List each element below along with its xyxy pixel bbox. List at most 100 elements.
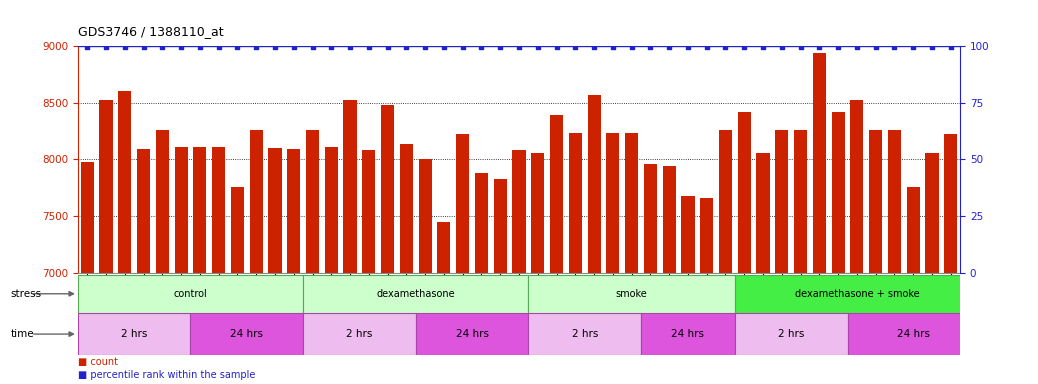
Bar	[418, 159, 432, 384]
Point	[116, 44, 133, 50]
Point	[829, 44, 846, 50]
Bar	[474, 173, 488, 384]
Point	[886, 44, 903, 50]
Point	[773, 44, 790, 50]
Bar	[437, 222, 450, 384]
Bar	[306, 130, 319, 384]
Point	[924, 44, 940, 50]
Bar	[81, 162, 93, 384]
Point	[304, 44, 321, 50]
Bar	[794, 130, 808, 384]
Bar	[362, 150, 376, 384]
Point	[135, 44, 152, 50]
Text: dexamethasone + smoke: dexamethasone + smoke	[795, 289, 920, 299]
Point	[548, 44, 565, 50]
Point	[267, 44, 283, 50]
Point	[379, 44, 395, 50]
Point	[624, 44, 640, 50]
Text: control: control	[173, 289, 208, 299]
Bar	[847, 313, 979, 355]
Text: stress: stress	[10, 289, 42, 299]
Point	[868, 44, 884, 50]
Bar	[869, 130, 882, 384]
Point	[154, 44, 170, 50]
Bar	[494, 179, 507, 384]
Point	[661, 44, 678, 50]
Point	[398, 44, 414, 50]
Point	[811, 44, 827, 50]
Bar	[569, 133, 582, 384]
Bar	[528, 313, 641, 355]
Bar	[850, 101, 864, 384]
Bar	[191, 313, 303, 355]
Bar	[813, 53, 826, 384]
Text: 24 hrs: 24 hrs	[672, 329, 705, 339]
Bar	[926, 152, 938, 384]
Point	[680, 44, 696, 50]
Bar	[531, 152, 544, 384]
Point	[736, 44, 753, 50]
Bar	[381, 105, 394, 384]
Text: 2 hrs: 2 hrs	[778, 329, 804, 339]
Bar	[606, 133, 620, 384]
Point	[529, 44, 546, 50]
Point	[192, 44, 209, 50]
Bar	[400, 144, 413, 384]
Bar	[212, 147, 225, 384]
Bar	[78, 313, 191, 355]
Bar	[344, 101, 357, 384]
Bar	[588, 95, 601, 384]
Point	[792, 44, 809, 50]
Point	[229, 44, 246, 50]
Bar	[945, 134, 957, 384]
Point	[604, 44, 621, 50]
Bar	[644, 164, 657, 384]
Bar	[118, 91, 132, 384]
Bar	[249, 130, 263, 384]
Point	[455, 44, 471, 50]
Point	[585, 44, 602, 50]
Bar	[662, 166, 676, 384]
Point	[511, 44, 527, 50]
Bar	[78, 275, 303, 313]
Text: 2 hrs: 2 hrs	[572, 329, 598, 339]
Bar	[513, 150, 525, 384]
Bar	[137, 149, 151, 384]
Point	[943, 44, 959, 50]
Text: time: time	[10, 329, 34, 339]
Point	[323, 44, 339, 50]
Bar	[550, 115, 563, 384]
Point	[567, 44, 583, 50]
Point	[248, 44, 265, 50]
Text: GDS3746 / 1388110_at: GDS3746 / 1388110_at	[78, 25, 223, 38]
Point	[755, 44, 771, 50]
Bar	[831, 112, 845, 384]
Point	[849, 44, 866, 50]
Bar	[681, 195, 694, 384]
Text: 2 hrs: 2 hrs	[121, 329, 147, 339]
Point	[285, 44, 302, 50]
Bar	[193, 147, 207, 384]
Point	[79, 44, 95, 50]
Bar	[325, 147, 337, 384]
Bar	[775, 130, 789, 384]
Bar	[528, 275, 735, 313]
Bar	[269, 148, 281, 384]
Bar	[456, 134, 469, 384]
Bar	[174, 147, 188, 384]
Bar	[230, 187, 244, 384]
Text: 24 hrs: 24 hrs	[897, 329, 930, 339]
Point	[643, 44, 659, 50]
Bar	[719, 130, 732, 384]
Bar	[887, 130, 901, 384]
Bar	[701, 198, 713, 384]
Bar	[735, 275, 979, 313]
Bar	[156, 130, 169, 384]
Point	[436, 44, 453, 50]
Point	[492, 44, 509, 50]
Bar	[906, 187, 920, 384]
Point	[98, 44, 114, 50]
Bar	[416, 313, 528, 355]
Bar	[625, 133, 638, 384]
Text: ■ percentile rank within the sample: ■ percentile rank within the sample	[78, 370, 255, 380]
